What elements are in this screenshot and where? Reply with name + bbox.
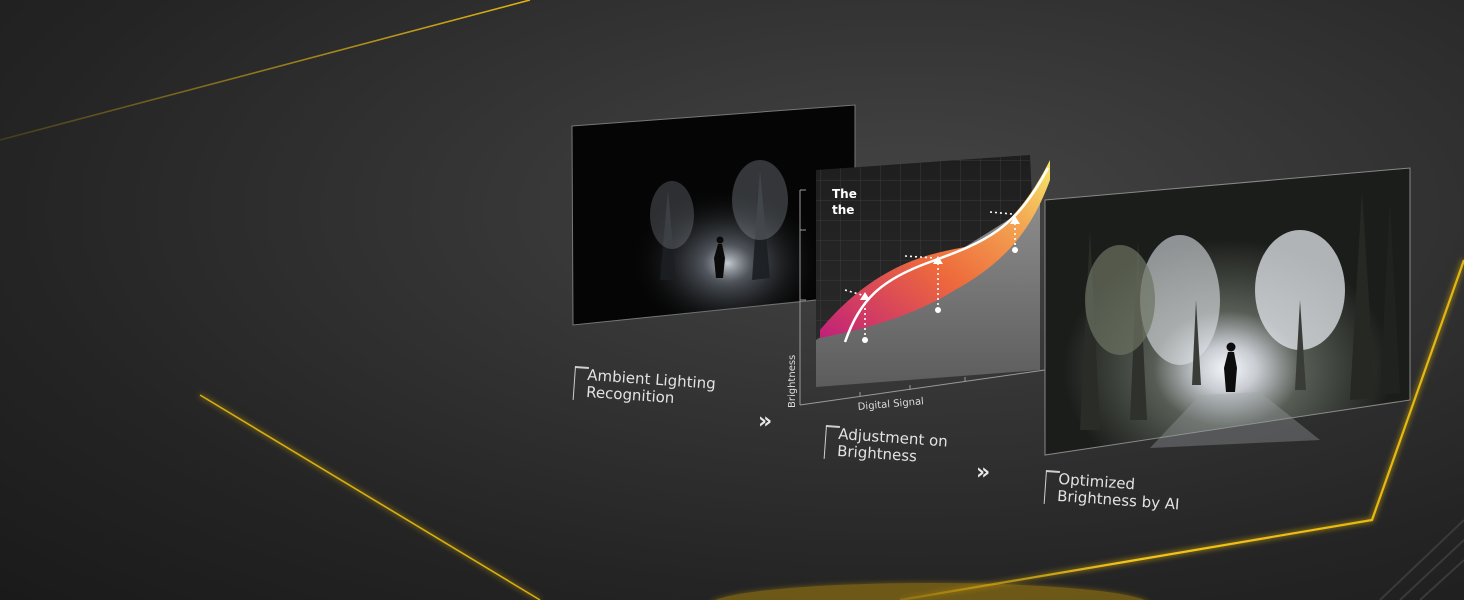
curve-band — [820, 160, 1050, 338]
graph-text-line1: The — [832, 187, 857, 201]
optimized-trees — [1080, 190, 1400, 430]
bottom-glow — [715, 583, 1145, 600]
bottom-accent-line — [899, 259, 1464, 600]
left-diagonal-line — [199, 394, 541, 600]
right-hatch-lines — [1379, 519, 1464, 600]
graph-markers — [844, 211, 1016, 340]
top-accent-line — [0, 0, 531, 141]
graph-axes — [799, 189, 1046, 406]
y-axis-label: Brightness — [787, 355, 798, 408]
curve-line — [843, 167, 1050, 343]
double-chevron-right-icon: » — [976, 460, 990, 485]
double-chevron-right-icon: » — [758, 409, 772, 434]
ambient-person — [714, 244, 725, 278]
graph-marker-dots — [860, 216, 1020, 343]
graph-text-line2: the — [832, 203, 854, 217]
snow-road — [1150, 392, 1320, 448]
ambient-trees — [650, 160, 788, 280]
optimized-person — [1224, 352, 1237, 392]
